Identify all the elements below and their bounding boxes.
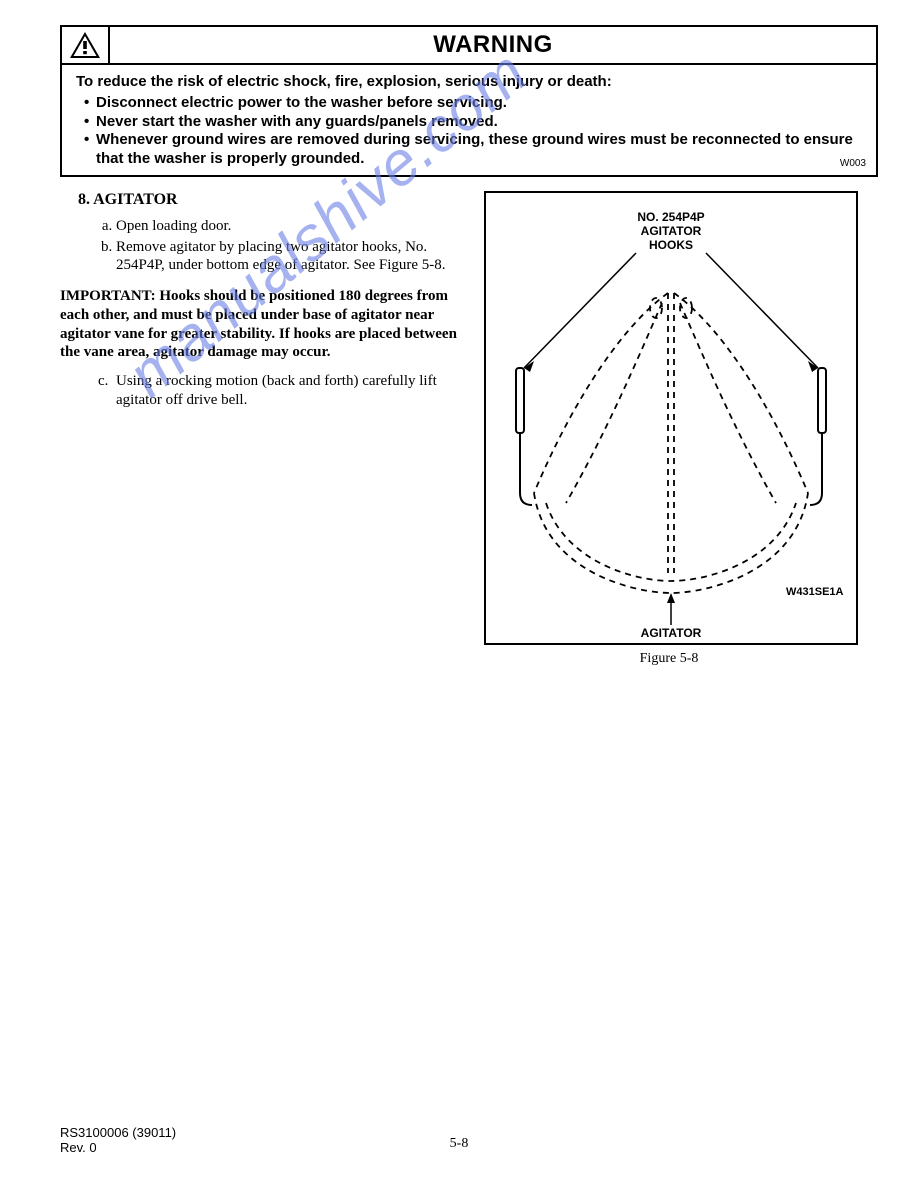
- important-note: IMPORTANT: Hooks should be positioned 18…: [60, 287, 460, 362]
- steps-list-c: Using a rocking motion (back and forth) …: [102, 372, 460, 410]
- section-name: AGITATOR: [93, 191, 177, 208]
- section-title: 8. AGITATOR: [78, 191, 460, 209]
- warning-box: WARNING To reduce the risk of electric s…: [60, 25, 878, 177]
- manual-page: WARNING To reduce the risk of electric s…: [0, 0, 918, 1188]
- warning-code: W003: [840, 158, 866, 171]
- important-label: IMPORTANT:: [60, 288, 156, 304]
- content-columns: 8. AGITATOR Open loading door. Remove ag…: [60, 191, 878, 667]
- page-number: 5-8: [0, 1136, 918, 1152]
- left-column: 8. AGITATOR Open loading door. Remove ag…: [60, 191, 460, 667]
- step-a: Open loading door.: [116, 217, 460, 236]
- figure-caption: Figure 5-8: [484, 651, 854, 667]
- warning-title: WARNING: [110, 27, 876, 63]
- fig-label-hooks-l2: AGITATOR: [641, 224, 702, 238]
- warning-header: WARNING: [62, 27, 876, 65]
- fig-label-agitator: AGITATOR: [641, 626, 702, 640]
- warning-list: Disconnect electric power to the washer …: [76, 94, 864, 169]
- warning-triangle-icon: [69, 31, 101, 59]
- warning-bullet: Never start the washer with any guards/p…: [84, 113, 864, 132]
- warning-body: To reduce the risk of electric shock, fi…: [62, 65, 876, 175]
- figure-frame: NO. 254P4P AGITATOR HOOKS: [484, 191, 858, 645]
- fig-drawing-code: W431SE1A: [786, 586, 844, 598]
- section-number: 8.: [78, 191, 90, 208]
- right-column: NO. 254P4P AGITATOR HOOKS: [478, 191, 878, 667]
- figure-diagram: NO. 254P4P AGITATOR HOOKS: [486, 193, 856, 643]
- fig-label-hooks-l1: NO. 254P4P: [637, 210, 704, 224]
- warning-bullet: Disconnect electric power to the washer …: [84, 94, 864, 113]
- warning-intro: To reduce the risk of electric shock, fi…: [76, 73, 864, 92]
- step-c: Using a rocking motion (back and forth) …: [116, 372, 460, 410]
- step-b: Remove agitator by placing two agitator …: [116, 238, 460, 276]
- steps-list-ab: Open loading door. Remove agitator by pl…: [102, 217, 460, 275]
- warning-bullet: Whenever ground wires are removed during…: [84, 131, 864, 169]
- fig-label-hooks-l3: HOOKS: [649, 238, 693, 252]
- warning-icon-cell: [62, 27, 110, 63]
